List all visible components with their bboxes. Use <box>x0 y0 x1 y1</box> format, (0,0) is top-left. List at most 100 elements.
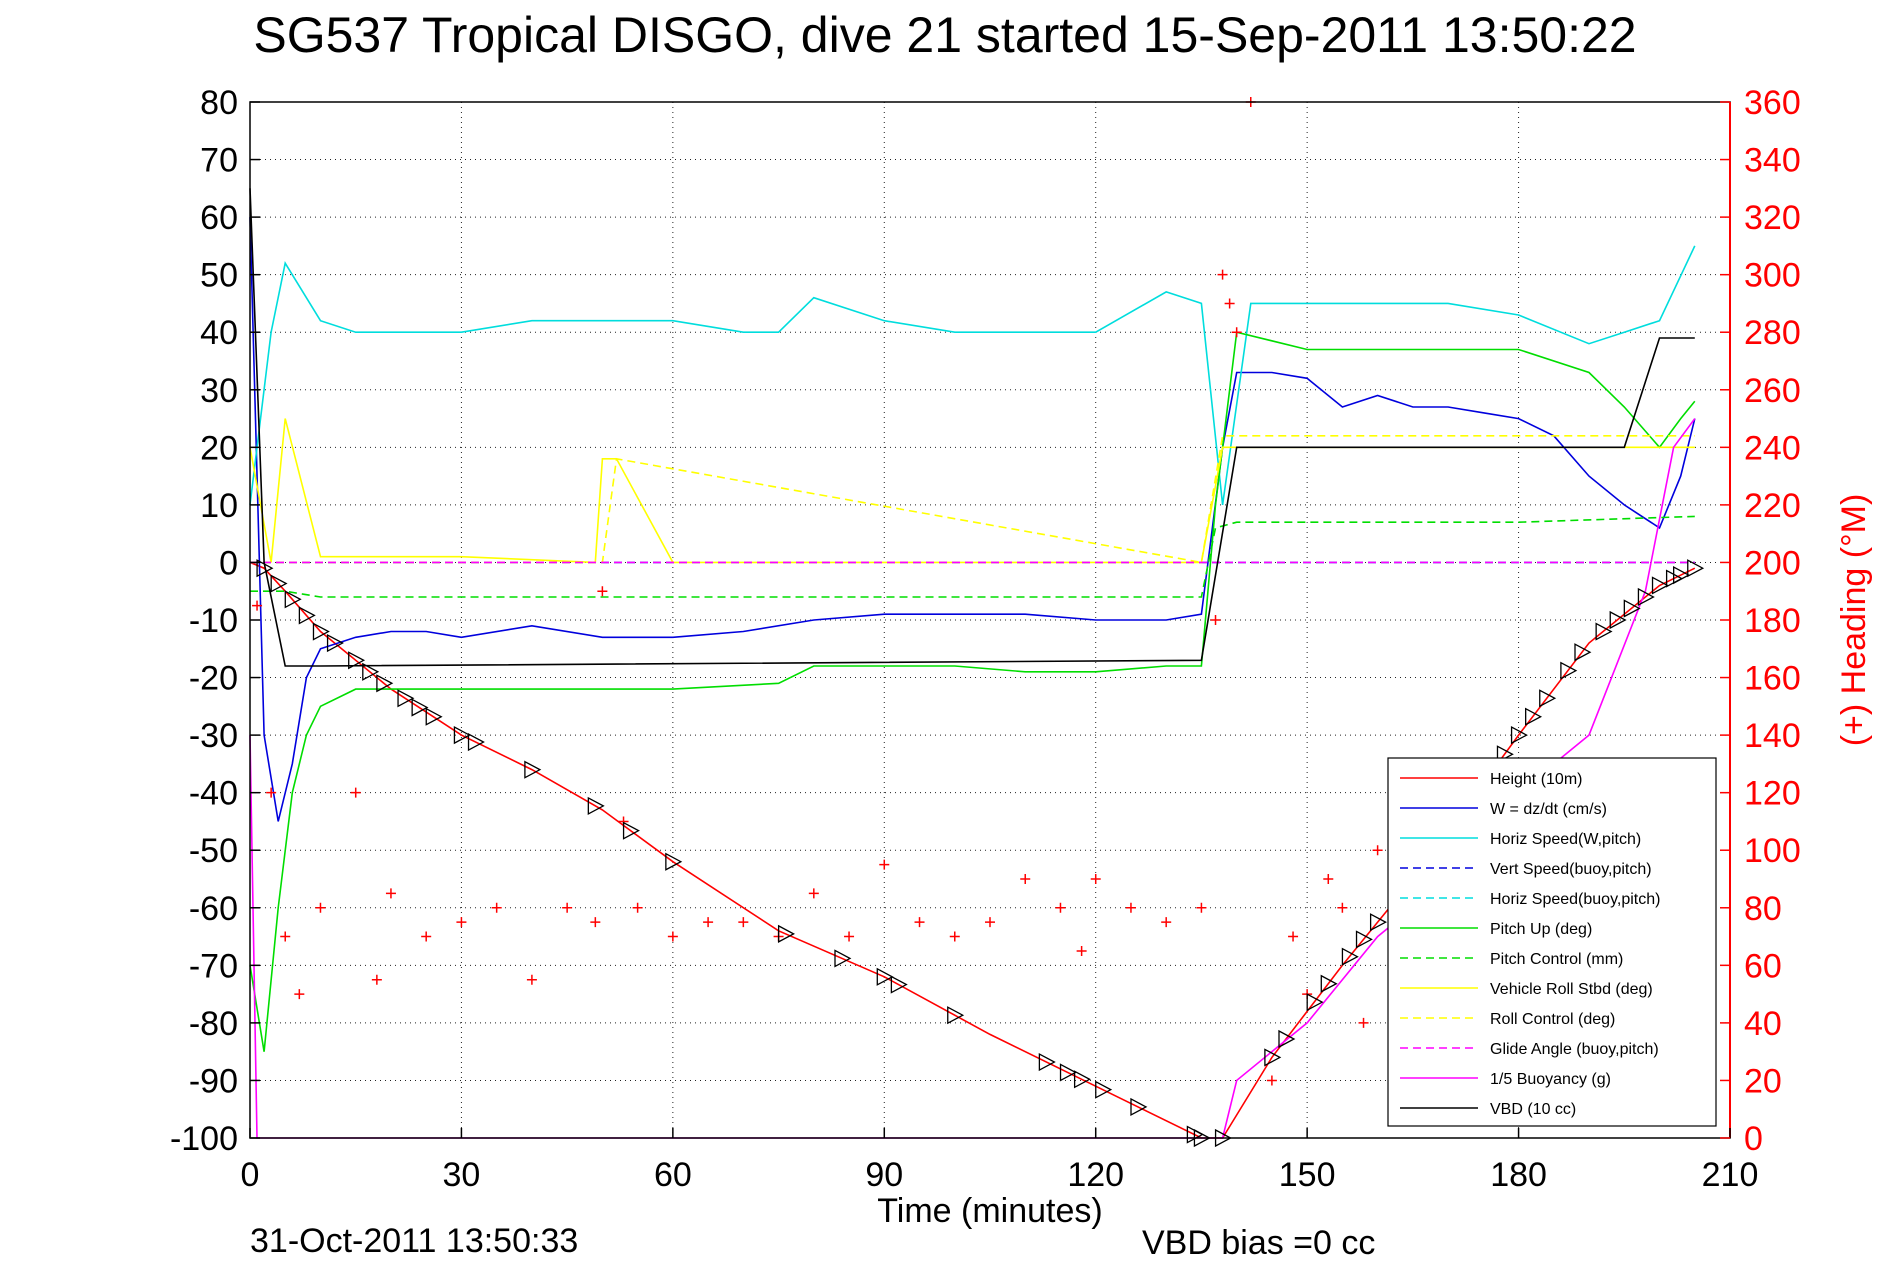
heading-marker <box>632 902 643 913</box>
series-w-dz-dt-cm-s <box>249 217 1696 822</box>
x-tick-label: 210 <box>1702 1156 1759 1194</box>
heading-marker <box>667 931 678 942</box>
height-marker <box>348 651 366 670</box>
right-y-tick-label: 200 <box>1744 544 1801 582</box>
heading-marker <box>526 974 537 985</box>
y-tick-label: -20 <box>189 660 238 698</box>
heading-marker <box>385 888 396 899</box>
y-tick-label: -80 <box>189 1005 238 1043</box>
height-marker <box>1038 1052 1056 1072</box>
heading-marker <box>1288 931 1299 942</box>
heading-marker <box>808 888 819 899</box>
series-roll-control-deg <box>250 434 1695 564</box>
right-y-tick-label: 260 <box>1744 372 1801 410</box>
heading-marker <box>1055 902 1066 913</box>
heading-marker <box>266 787 277 798</box>
y-tick-label: -70 <box>189 947 238 985</box>
y-tick-label: 50 <box>200 257 238 295</box>
height-marker <box>256 559 274 578</box>
heading-marker <box>703 917 714 928</box>
heading-marker <box>456 917 467 928</box>
right-y-tick-label: 240 <box>1744 429 1801 467</box>
heading-marker <box>491 902 502 913</box>
right-y-axis-label: (+) Heading (°M) <box>1835 494 1873 747</box>
legend-entry: Horiz Speed(buoy,pitch) <box>1490 891 1660 908</box>
legend-entry: Pitch Control (mm) <box>1490 951 1623 968</box>
legend-entry: Roll Control (deg) <box>1490 1011 1615 1028</box>
heading-marker <box>421 931 432 942</box>
series-vehicle-roll-stbd-deg <box>249 418 1695 564</box>
heading-marker <box>1337 902 1348 913</box>
series-layer <box>249 97 1696 1139</box>
heading-marker <box>1090 874 1101 884</box>
heading-marker <box>879 859 890 870</box>
y-tick-label: -40 <box>189 775 238 813</box>
heading-marker <box>1323 874 1334 884</box>
height-marker <box>665 852 683 871</box>
series-horiz-speed-w-pitch <box>249 245 1696 506</box>
right-y-tick-label: 280 <box>1744 314 1801 352</box>
height-marker <box>587 796 605 815</box>
legend-entry: Height (10m) <box>1490 771 1582 788</box>
right-y-tick-label: 180 <box>1744 602 1801 640</box>
y-tick-label: -60 <box>189 890 238 928</box>
y-tick-labels: 80 70 60 50 40 30 20 10 0 -10 -20 -30 -40 -50 -60 -70 -8… <box>170 84 260 1158</box>
y-tick-label: -100 <box>170 1120 238 1158</box>
height-marker <box>284 590 302 609</box>
height-marker <box>1306 993 1324 1012</box>
y-tick-label: 0 <box>219 544 238 582</box>
x-tick-label: 120 <box>1067 1156 1124 1194</box>
series-pitch-up-deg <box>249 331 1696 1052</box>
height-marker <box>397 689 415 708</box>
heading-marker <box>1358 1017 1369 1028</box>
heading-marker <box>1125 902 1136 913</box>
height-marker <box>1637 587 1655 607</box>
heading-marker <box>371 974 382 985</box>
height-marker <box>362 662 380 681</box>
y-tick-label: -30 <box>189 717 238 755</box>
height-marker <box>1560 661 1578 680</box>
y-tick-label: -50 <box>189 832 238 870</box>
heading-marker <box>562 902 573 913</box>
x-tick-label: 90 <box>865 1156 903 1194</box>
right-y-tick-labels: 3603403203002802602402202001801601401201… <box>1720 84 1801 1158</box>
right-y-tick-label: 120 <box>1744 775 1801 813</box>
right-y-tick-label: 340 <box>1744 142 1801 180</box>
heading-marker <box>949 931 960 942</box>
height-marker <box>834 949 852 968</box>
right-y-tick-label: 20 <box>1744 1062 1782 1100</box>
y-tick-label: -10 <box>189 602 238 640</box>
heading-marker <box>1196 902 1207 913</box>
x-tick-label: 60 <box>654 1156 692 1194</box>
chart-title: SG537 Tropical DISGO, dive 21 started 15… <box>253 7 1636 63</box>
height-marker <box>1369 913 1388 932</box>
x-tick-labels: 0 30 60 90 120 150 180 210 <box>241 1128 1759 1194</box>
height-marker <box>1623 599 1641 618</box>
legend: Height (10m) W = dz/dt (cm/s) Horiz Speed(… <box>1387 757 1717 1127</box>
height-marker <box>947 1006 965 1025</box>
height-marker <box>890 975 908 994</box>
height-marker <box>777 924 796 943</box>
series-vbd-10-cc <box>249 188 1695 667</box>
height-marker <box>1341 947 1359 966</box>
height-marker <box>270 574 288 593</box>
legend-entry: 1/5 Buoyancy (g) <box>1490 1071 1611 1088</box>
height-marker <box>1059 1063 1077 1082</box>
height-marker <box>312 622 330 641</box>
right-y-tick-label: 220 <box>1744 487 1801 525</box>
heading-marker <box>844 931 855 942</box>
heading-marker <box>280 931 291 942</box>
heading-marker <box>1210 615 1221 625</box>
heading-marker <box>738 917 749 928</box>
height-marker <box>1264 1048 1282 1067</box>
legend-entry: Vehicle Roll Stbd (deg) <box>1490 981 1653 998</box>
height-marker <box>876 967 894 986</box>
y-tick-label: 10 <box>200 487 238 525</box>
height-marker <box>425 707 443 726</box>
height-marker <box>1525 707 1543 726</box>
right-y-tick-label: 140 <box>1744 717 1801 755</box>
y-tick-label: 30 <box>200 372 238 410</box>
heading-marker <box>315 902 326 913</box>
heading-marker <box>590 917 601 928</box>
